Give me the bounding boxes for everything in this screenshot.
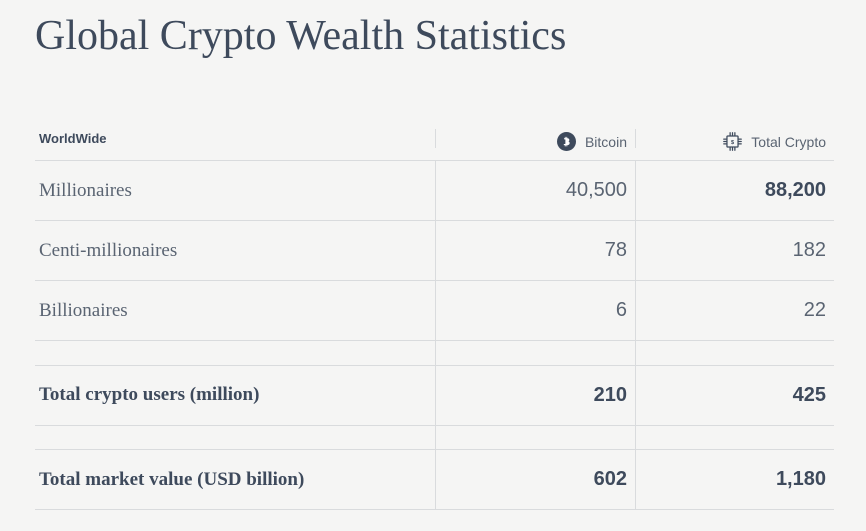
svg-text:$: $ [731,140,734,146]
